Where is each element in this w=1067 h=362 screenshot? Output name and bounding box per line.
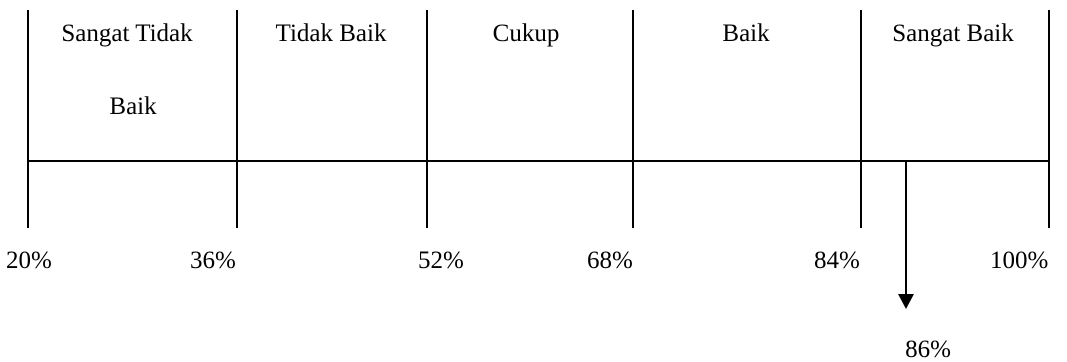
tick-label-84: 84% [814,247,860,274]
category-label-tidak-baik: Tidak Baik [276,20,387,47]
tick-label-20: 20% [6,247,52,274]
category-label-baik: Baik [722,20,770,47]
category-label-sangat-tidak-baik-line1: Sangat Tidak [61,20,193,47]
marker-value-label: 86% [905,336,951,362]
scale-lines [27,10,1050,228]
category-label-sangat-tidak-baik-line2: Baik [109,93,157,120]
score-marker: 86% [898,162,951,362]
tick-label-36: 36% [190,247,236,274]
category-label-sangat-baik: Sangat Baik [892,20,1014,47]
tick-label-100: 100% [990,247,1048,274]
category-label-cukup: Cukup [493,20,560,47]
tick-label-68: 68% [587,247,633,274]
marker-arrow-head [898,294,914,309]
tick-label-52: 52% [418,247,464,274]
